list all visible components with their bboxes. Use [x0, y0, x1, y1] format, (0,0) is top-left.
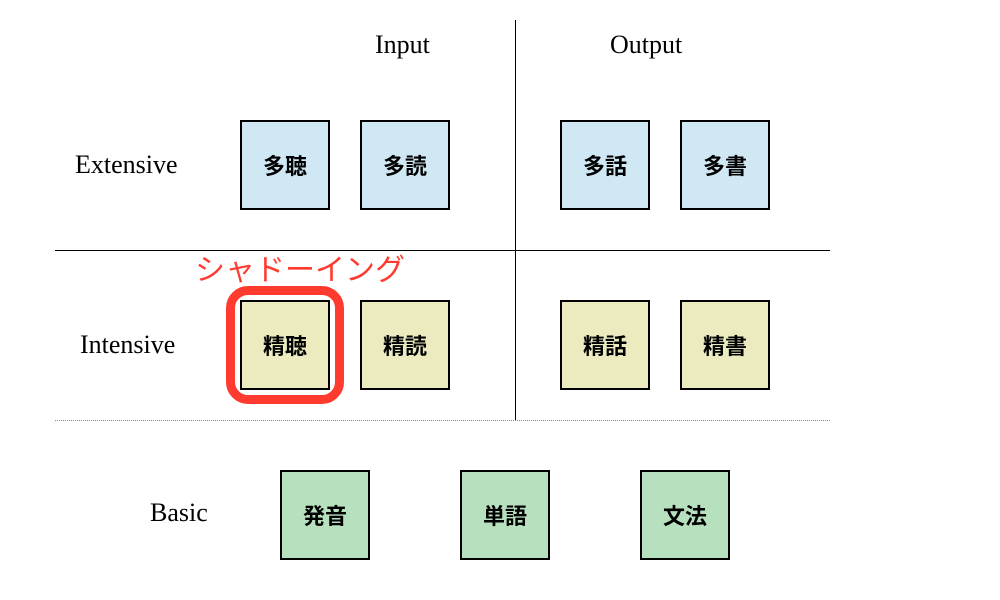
header-input: Input [375, 30, 430, 60]
box-seisho: 精書 [680, 300, 770, 390]
box-hatsuon: 発音 [280, 470, 370, 560]
box-tasho: 多書 [680, 120, 770, 210]
box-tadoku: 多読 [360, 120, 450, 210]
rowlabel-intensive: Intensive [80, 330, 175, 360]
box-bunpo: 文法 [640, 470, 730, 560]
header-output: Output [610, 30, 682, 60]
box-tango: 単語 [460, 470, 550, 560]
box-tawa: 多話 [560, 120, 650, 210]
rowlabel-extensive: Extensive [75, 150, 178, 180]
highlight-shadowing [226, 286, 344, 404]
box-tacho: 多聴 [240, 120, 330, 210]
rowlabel-basic: Basic [150, 498, 208, 528]
divider-dotted [55, 420, 830, 421]
box-seidoku: 精読 [360, 300, 450, 390]
divider-horizontal [55, 250, 830, 251]
diagram-stage: Input Output Extensive Intensive Basic 多… [0, 0, 1000, 600]
box-seiwa: 精話 [560, 300, 650, 390]
divider-vertical [515, 20, 516, 420]
annotation-shadowing: シャドーイング [195, 245, 405, 289]
